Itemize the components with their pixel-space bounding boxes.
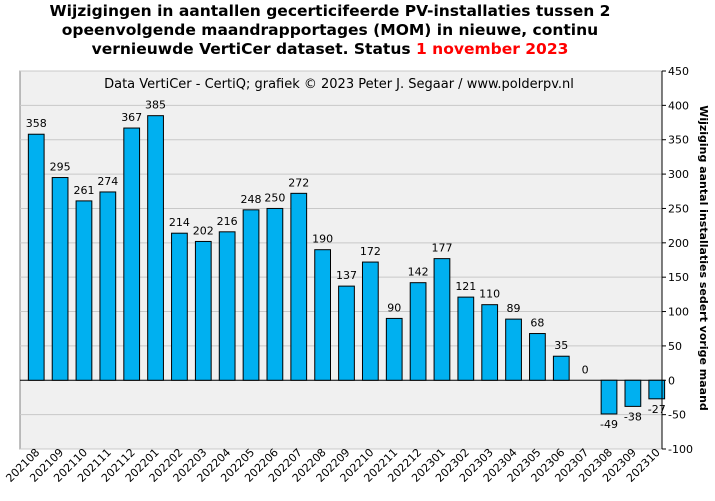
bar: [385, 317, 403, 381]
title-line-1: Wijzigingen in aantallen gecerticifeerde…: [49, 2, 611, 20]
y-axis-label: Wijziging aantal installaties sedert vor…: [697, 105, 710, 411]
title-line-2: opeenvolgende maandrapportages (MOM) in …: [61, 21, 599, 39]
plot-area: [19, 70, 663, 450]
bar: [147, 115, 164, 381]
bar: [290, 192, 308, 381]
data-label: 35: [554, 339, 568, 352]
y-tick-label: 450: [668, 65, 689, 78]
data-label: 177: [431, 242, 452, 255]
bar: [529, 333, 546, 381]
bar: [338, 285, 355, 381]
bar: [552, 355, 570, 381]
title-line-3: vernieuwde VertiCer dataset. Status 1 no…: [0, 40, 660, 59]
data-label: 110: [479, 288, 500, 301]
bar: [314, 249, 331, 381]
data-label: 272: [288, 176, 309, 189]
bar: [75, 200, 93, 381]
bar: [505, 318, 522, 381]
data-label: 90: [387, 301, 401, 314]
data-label: 137: [336, 269, 357, 282]
y-tick-label: 300: [668, 168, 689, 181]
title-line-3-prefix: vernieuwde VertiCer dataset. Status: [91, 40, 416, 58]
y-axis-ticks: 450 400 350 300 250 200 150 100 50 0 -50 -100: [661, 65, 693, 456]
bar: [123, 127, 141, 381]
bar: [433, 258, 451, 381]
bar: [218, 231, 236, 381]
y-tick-label: 100: [668, 306, 689, 319]
y-tick-label: 50: [668, 340, 682, 353]
bar: [27, 133, 45, 381]
data-label: 385: [145, 99, 166, 112]
bar: [266, 207, 284, 381]
bar: [194, 240, 212, 381]
y-tick-label: -100: [668, 443, 693, 456]
y-tick-label: 350: [668, 134, 689, 147]
data-label: 172: [360, 245, 381, 258]
data-label: 295: [50, 161, 71, 174]
x-axis-labels: 2021082021092021102021112021122022012022…: [3, 446, 662, 485]
bar: [242, 209, 260, 381]
data-label: 214: [169, 216, 190, 229]
data-label: 89: [507, 302, 521, 315]
y-tick-label: 400: [668, 99, 689, 112]
bar: [648, 379, 666, 400]
data-label: 121: [455, 280, 476, 293]
data-label: 274: [97, 175, 118, 188]
data-label: 0: [582, 363, 589, 376]
y-tick-label: 250: [668, 202, 689, 215]
data-label: -49: [600, 418, 618, 431]
data-label: -38: [624, 410, 642, 423]
bar: [51, 177, 69, 381]
data-label: 142: [408, 266, 429, 279]
data-label: 358: [26, 117, 47, 130]
data-label: 248: [241, 193, 262, 206]
data-label: 250: [264, 191, 285, 204]
y-tick-label: 150: [668, 271, 689, 284]
data-label: 68: [530, 317, 544, 330]
bar: [481, 304, 499, 381]
bar: [409, 282, 427, 381]
data-label: 190: [312, 233, 333, 246]
data-label: -27: [648, 403, 666, 416]
bar: [457, 296, 475, 381]
bar: [99, 191, 117, 381]
bar: [361, 261, 379, 381]
bar: [624, 379, 642, 407]
data-label: 261: [73, 184, 94, 197]
bar: [171, 232, 188, 381]
y-tick-label: 0: [668, 374, 675, 387]
y-tick-label: -50: [668, 409, 686, 422]
chart-credit: Data VertiCer - CertiQ; grafiek © 2023 P…: [104, 77, 574, 92]
data-label: 216: [217, 215, 238, 228]
bar: [600, 379, 618, 415]
title-status-date: 1 november 2023: [415, 40, 569, 58]
bars: [27, 115, 666, 415]
y-tick-label: 200: [668, 237, 689, 250]
data-label: 367: [121, 111, 142, 124]
data-label: 202: [193, 224, 214, 237]
chart-title: Wijzigingen in aantallen gecerticifeerde…: [0, 2, 660, 59]
